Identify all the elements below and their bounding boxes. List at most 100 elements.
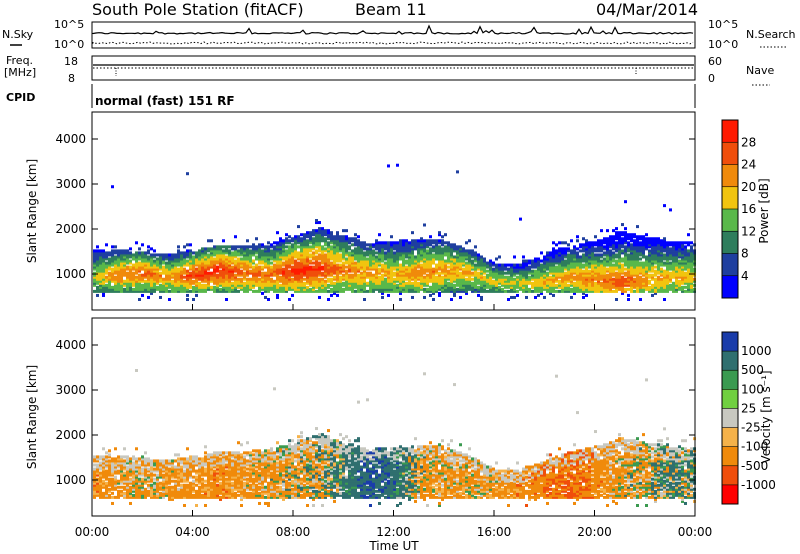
power-cell (375, 271, 378, 275)
power-cell (657, 255, 660, 259)
power-cell (195, 251, 198, 255)
power-cell (201, 255, 204, 259)
power-cell (312, 289, 315, 293)
power-cell (675, 285, 678, 289)
power-cell (300, 257, 303, 261)
power-cell (471, 287, 474, 291)
power-cell (102, 285, 105, 289)
power-cell (234, 283, 237, 287)
power-cell (510, 273, 513, 277)
power-cell (150, 283, 153, 287)
power-cell (270, 253, 273, 257)
power-cell (441, 271, 444, 275)
power-cell (420, 249, 423, 253)
power-cell (153, 279, 156, 283)
power-cell (435, 265, 438, 269)
power-cell (441, 267, 444, 271)
power-cell (579, 271, 582, 275)
power-cell (420, 251, 423, 255)
velocity-cell (168, 473, 171, 477)
power-cell (279, 289, 282, 293)
power-cell (369, 287, 372, 291)
power-cell (225, 259, 228, 263)
velocity-cell (123, 459, 126, 463)
power-cell (666, 275, 669, 279)
power-cell (672, 273, 675, 277)
power-cell (369, 271, 372, 275)
power-cell (543, 255, 546, 259)
power-cell (354, 273, 357, 277)
velocity-cell (165, 489, 168, 493)
power-cell (345, 239, 348, 243)
power-cell (219, 253, 222, 257)
power-cell (264, 259, 267, 263)
power-cell (396, 261, 399, 265)
power-cell (639, 275, 642, 279)
power-cell (438, 249, 441, 253)
power-cell (576, 287, 579, 291)
power-cell (591, 285, 594, 289)
power-cell (630, 275, 633, 279)
velocity-cell (177, 493, 180, 497)
power-cell (429, 265, 432, 269)
power-cell (168, 273, 171, 277)
power-cell (309, 245, 312, 249)
power-cell (339, 281, 342, 285)
power-cell (117, 253, 120, 257)
power-cell (246, 289, 249, 293)
power-cell (405, 275, 408, 279)
velocity-cell (150, 475, 153, 479)
power-cell (174, 277, 177, 281)
power-cell (495, 277, 498, 281)
power-cell (672, 259, 675, 263)
velocity-cell (174, 495, 177, 499)
velocity-cell (150, 473, 153, 477)
power-cell (261, 257, 264, 261)
power-cell (642, 267, 645, 271)
power-cell (354, 283, 357, 287)
power-cell (672, 247, 675, 251)
power-cell (375, 245, 378, 249)
power-cell (225, 279, 228, 283)
power-cell (108, 273, 111, 277)
power-cell (345, 259, 348, 263)
power-cell (93, 259, 96, 263)
power-cell (300, 269, 303, 273)
velocity-cell (150, 479, 153, 483)
power-cell (129, 281, 132, 285)
power-cell (498, 271, 501, 275)
power-cell (198, 255, 201, 259)
power-cell (513, 273, 516, 277)
power-cell (597, 283, 600, 287)
power-cell (336, 245, 339, 249)
power-cell (633, 269, 636, 273)
power-cell (336, 237, 339, 241)
velocity-cell (117, 461, 120, 465)
power-cell (180, 271, 183, 275)
power-cell (591, 257, 594, 261)
power-cell (600, 247, 603, 251)
power-cell (645, 285, 648, 289)
power-cell (528, 287, 531, 291)
power-cell (294, 253, 297, 257)
power-cell (675, 249, 678, 253)
power-cell (462, 287, 465, 291)
power-cell (342, 287, 345, 291)
power-cell (285, 237, 288, 241)
power-cell (123, 257, 126, 261)
power-cell (357, 275, 360, 279)
power-cell (438, 273, 441, 277)
power-cell (495, 285, 498, 289)
power-cell (228, 263, 231, 267)
power-cell (666, 241, 669, 245)
velocity-cell (171, 485, 174, 489)
power-cell (132, 271, 135, 275)
power-cell (186, 281, 189, 285)
power-cell (264, 281, 267, 285)
velocity-cell (159, 469, 162, 473)
power-cell (102, 291, 105, 295)
power-cell (660, 289, 663, 293)
power-cell (393, 273, 396, 277)
power-cell (690, 285, 693, 289)
power-cell (144, 275, 147, 279)
